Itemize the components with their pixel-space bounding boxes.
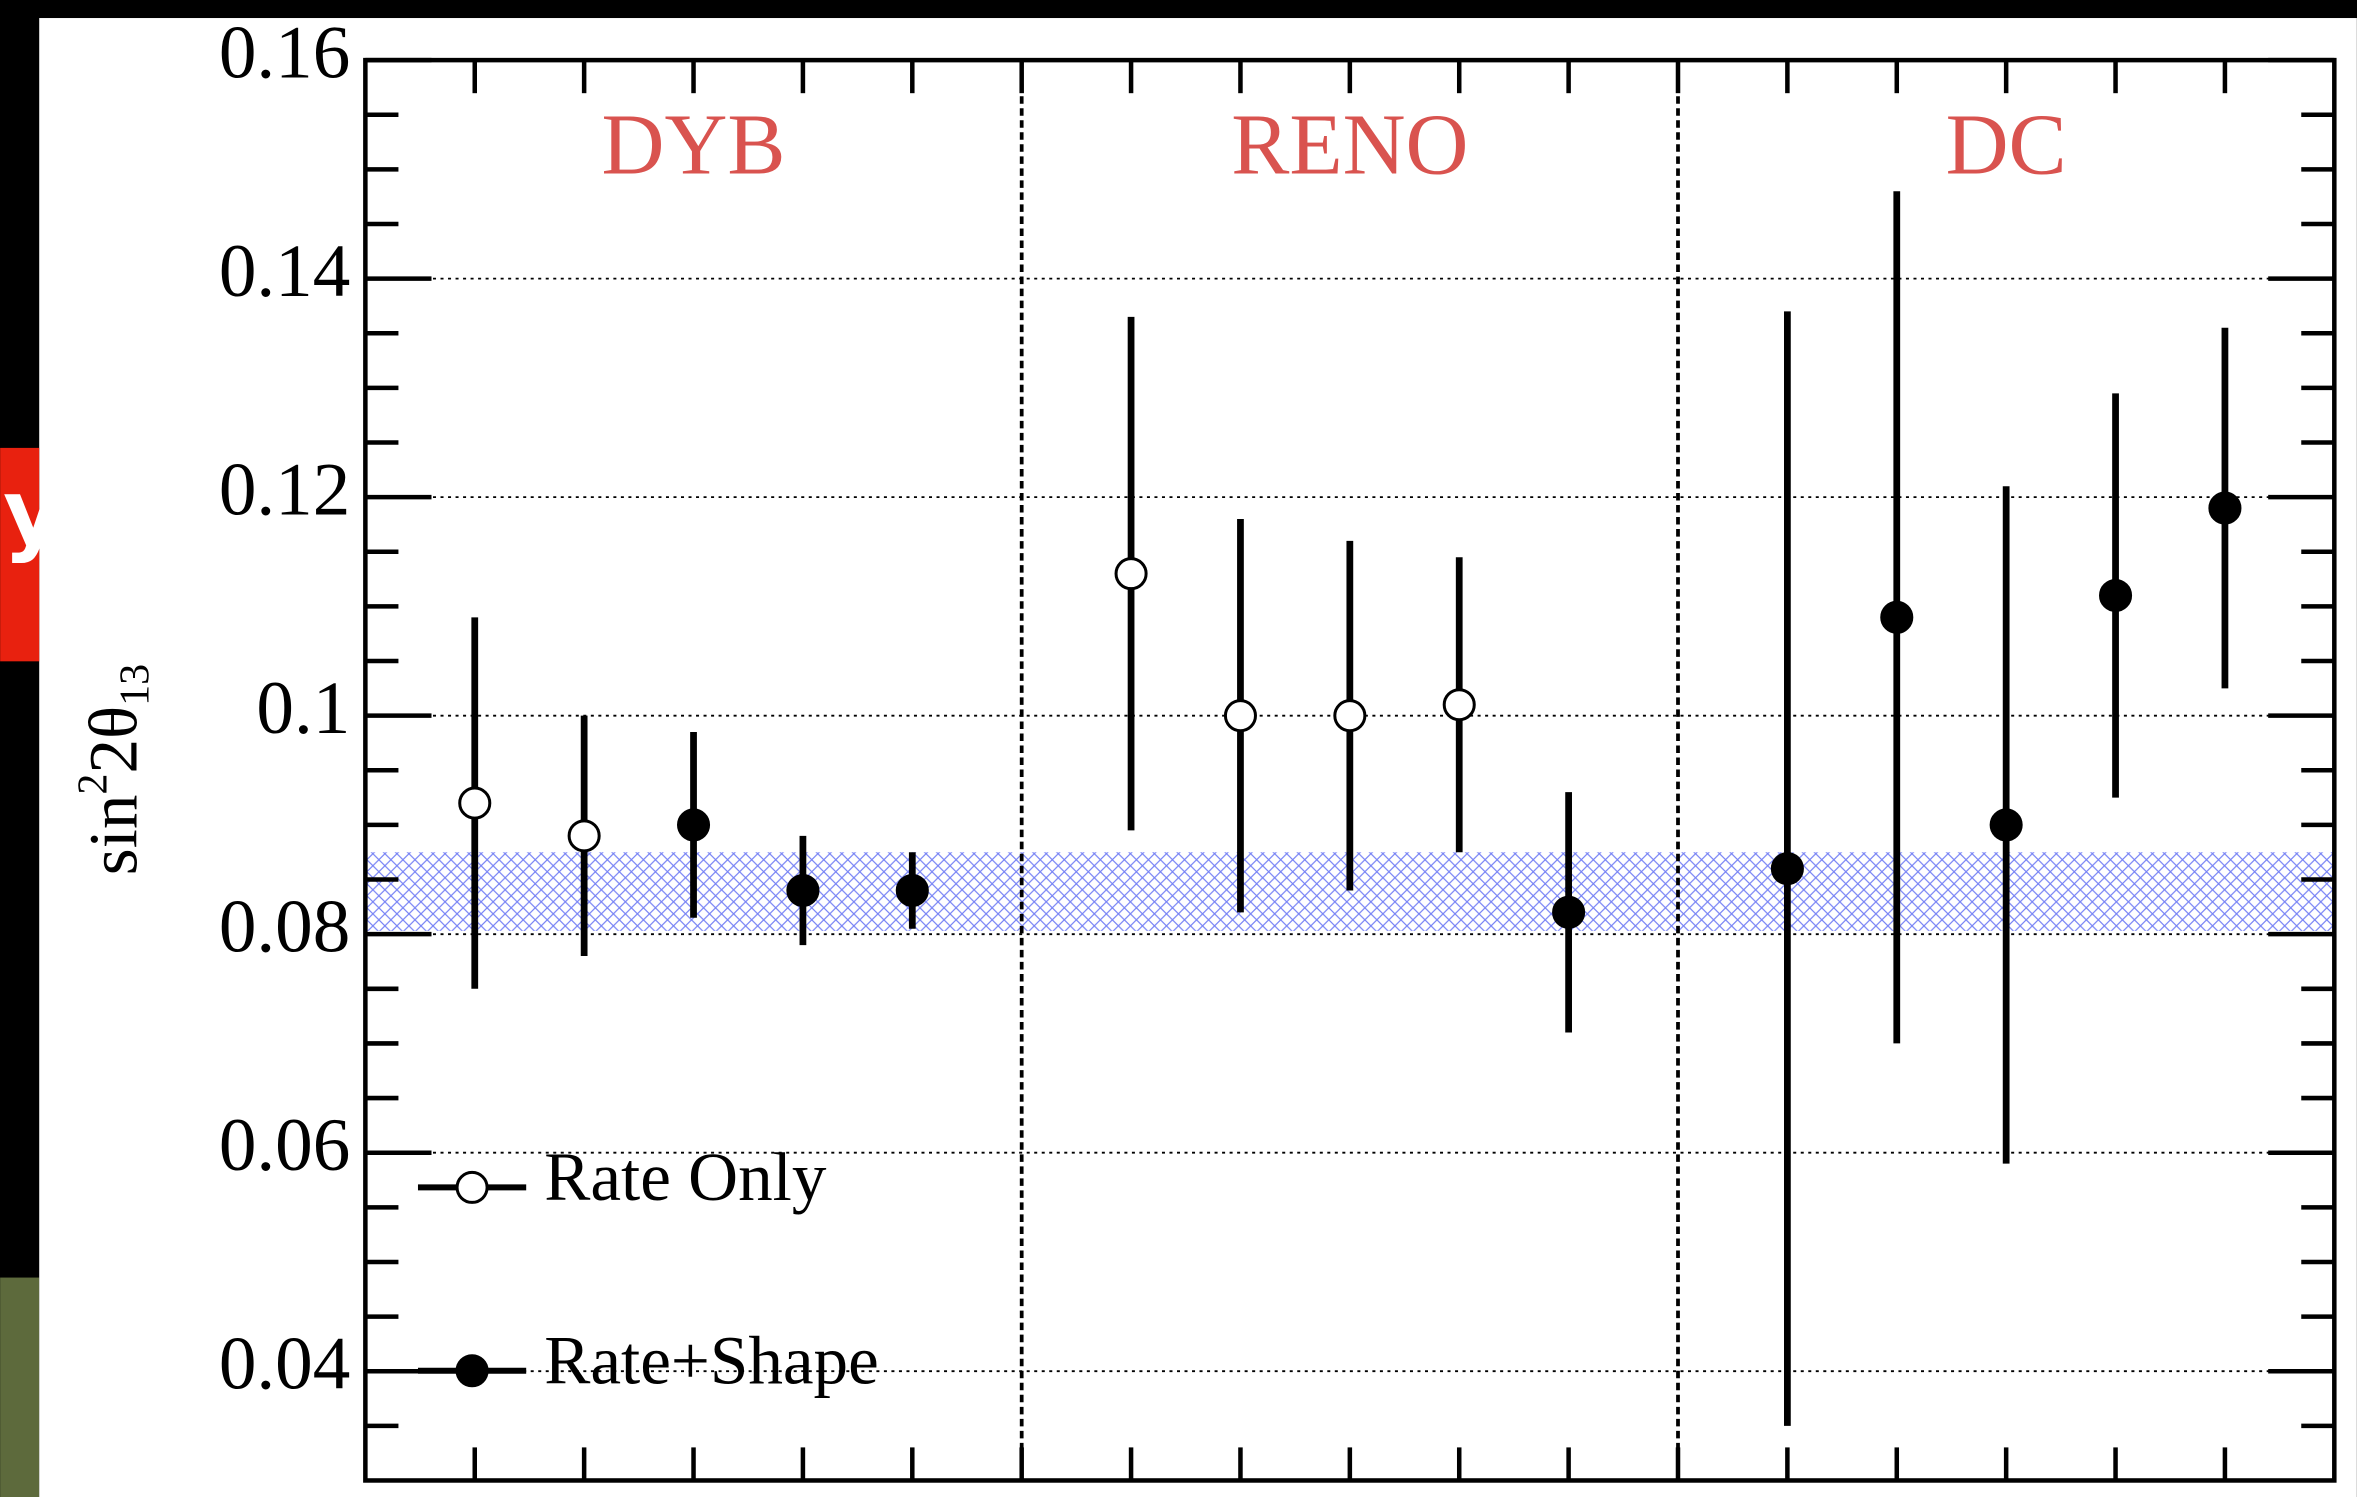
marker	[895, 873, 929, 908]
y-label-sup: 2	[70, 774, 116, 795]
legend-marker	[455, 1170, 489, 1204]
marker	[1989, 808, 2023, 842]
y-tick-label: 0.12	[219, 448, 351, 531]
marker	[1880, 600, 1914, 634]
y-tick-label: 0.08	[219, 885, 351, 968]
marker	[458, 786, 492, 820]
marker	[1223, 699, 1257, 733]
marker	[567, 819, 601, 853]
y-label-main: 2θ	[74, 706, 151, 774]
group-label: DYB	[602, 95, 786, 192]
marker	[1114, 557, 1148, 591]
y-axis-label: sin22θ13	[70, 664, 158, 875]
marker	[1333, 699, 1367, 733]
marker	[2099, 578, 2133, 613]
legend-label: Rate+Shape	[544, 1322, 879, 1399]
slide-image-fragment	[0, 1277, 40, 1497]
y-tick-label: 0.14	[219, 230, 351, 313]
y-tick-label: 0.06	[219, 1104, 351, 1187]
marker	[676, 808, 711, 842]
y-label-base: sin	[74, 795, 151, 876]
slide-badge-text: y	[3, 460, 62, 565]
group-label: RENO	[1231, 95, 1468, 192]
y-label-sub: 13	[112, 664, 158, 706]
marker	[1552, 895, 1586, 929]
plot-frame	[363, 57, 2337, 1483]
marker	[786, 873, 820, 908]
y-tick-label: 0.1	[256, 667, 350, 750]
y-tick-label: 0.04	[219, 1322, 351, 1405]
legend-marker	[455, 1354, 489, 1388]
marker	[1442, 688, 1476, 722]
marker	[2208, 491, 2242, 525]
chart-background	[39, 18, 2357, 1497]
y-tick-label: 0.16	[219, 11, 351, 94]
group-label: DC	[1946, 95, 2067, 192]
marker	[1770, 852, 1804, 886]
legend-label: Rate Only	[544, 1138, 827, 1215]
slide-badge	[0, 447, 40, 662]
